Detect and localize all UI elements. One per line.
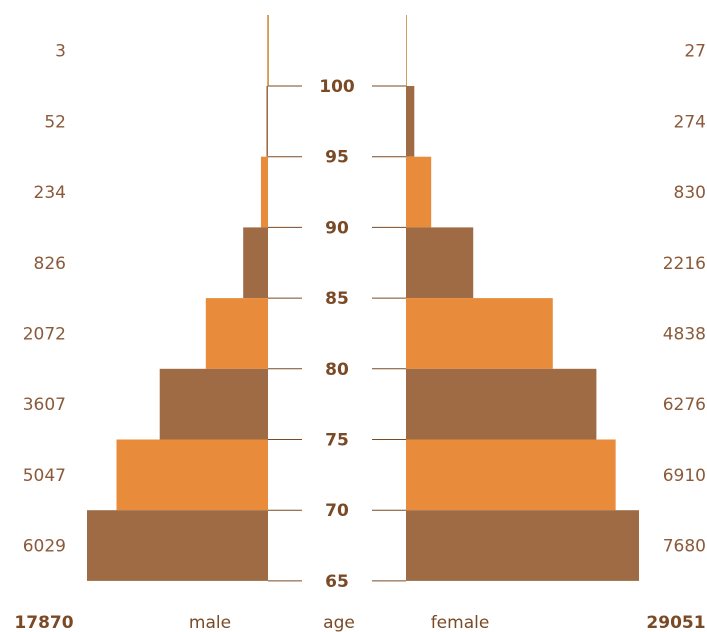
female-bar-75-79 [406, 368, 597, 440]
male-bar-95-99 [266, 86, 268, 157]
female-bar-70-74 [406, 439, 616, 511]
male-bar-100+ [267, 15, 268, 86]
age-tick-label-95: 95 [325, 148, 349, 168]
age-tick-label-65: 65 [325, 572, 349, 592]
male-bar-80-84 [205, 298, 268, 369]
male-value-65-69: 6029 [23, 537, 66, 557]
female-value-85-89: 2216 [663, 254, 706, 274]
female-bar-65-69 [406, 510, 639, 581]
male-bar-65-69 [87, 510, 268, 581]
female-value-95-99: 274 [674, 112, 706, 132]
male-bar-90-94 [260, 156, 268, 228]
age-tick-label-75: 75 [325, 431, 349, 451]
female-bars [406, 15, 639, 581]
female-value-90-94: 830 [674, 183, 706, 203]
female-value-labels: 27 274 830 2216 4838 6276 6910 7680 [663, 42, 706, 557]
male-value-95-99: 52 [44, 112, 66, 132]
female-bar-90-94 [406, 156, 432, 228]
male-value-85-89: 826 [34, 254, 66, 274]
female-bar-85-89 [406, 227, 474, 299]
female-label: female [431, 613, 490, 632]
male-bars [87, 15, 268, 581]
male-total: 17870 [14, 613, 73, 632]
female-value-100+: 27 [684, 42, 706, 62]
male-value-80-84: 2072 [23, 325, 66, 345]
female-bar-95-99 [406, 86, 415, 157]
age-tick-label-80: 80 [325, 360, 349, 380]
female-total: 29051 [646, 613, 705, 632]
male-label: male [189, 613, 231, 632]
male-value-100+: 3 [55, 42, 66, 62]
female-value-80-84: 4838 [663, 325, 706, 345]
age-tick-label-90: 90 [325, 218, 349, 238]
female-bar-80-84 [406, 298, 553, 369]
age-tick-label-85: 85 [325, 289, 349, 309]
age-tick-label-100: 100 [319, 77, 355, 97]
age-label: age [323, 613, 355, 632]
male-bar-75-79 [159, 368, 268, 440]
male-value-90-94: 234 [34, 183, 66, 203]
male-bar-85-89 [243, 227, 268, 299]
male-bar-70-74 [116, 439, 268, 511]
female-value-65-69: 7680 [663, 537, 706, 557]
female-value-70-74: 6910 [663, 466, 706, 486]
female-value-75-79: 6276 [663, 395, 706, 415]
male-value-labels: 3 52 234 826 2072 3607 5047 6029 [23, 42, 66, 557]
age-tick-label-70: 70 [325, 501, 349, 521]
male-value-70-74: 5047 [23, 466, 66, 486]
age-axis: 100 95 90 85 80 75 70 65 [268, 15, 407, 592]
male-value-75-79: 3607 [23, 395, 66, 415]
